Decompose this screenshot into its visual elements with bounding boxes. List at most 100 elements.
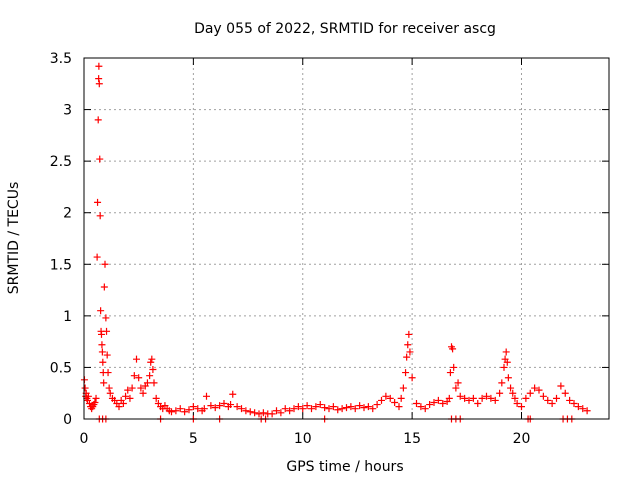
data-point xyxy=(343,404,350,412)
x-tick-label: 20 xyxy=(513,431,531,447)
data-point xyxy=(461,394,469,402)
data-point xyxy=(574,403,582,411)
plot-frame xyxy=(83,57,610,420)
data-point xyxy=(403,353,411,361)
data-point xyxy=(522,394,530,402)
data-point xyxy=(194,405,202,413)
data-point xyxy=(259,409,267,417)
x-tick-label: 5 xyxy=(189,431,198,447)
y-tick-label: 1 xyxy=(63,309,72,325)
data-point xyxy=(97,307,105,315)
data-point xyxy=(94,116,102,124)
data-point xyxy=(504,374,512,382)
data-point xyxy=(181,408,189,416)
data-point xyxy=(456,392,464,400)
data-point xyxy=(115,403,123,411)
data-point xyxy=(491,396,499,404)
data-point xyxy=(402,369,410,377)
data-point xyxy=(133,355,140,363)
data-point xyxy=(406,348,414,356)
data-point xyxy=(126,394,134,402)
data-point xyxy=(104,369,112,377)
data-point xyxy=(450,363,458,371)
data-point xyxy=(364,403,372,411)
data-point xyxy=(325,405,333,413)
data-point xyxy=(185,406,193,414)
data-point xyxy=(119,400,127,408)
data-point xyxy=(100,283,108,291)
data-point xyxy=(579,405,587,413)
data-point xyxy=(294,403,302,411)
data-point xyxy=(242,407,250,415)
data-point xyxy=(452,384,460,392)
data-point xyxy=(321,404,329,412)
data-point xyxy=(98,348,106,356)
data-point xyxy=(189,403,197,411)
data-point xyxy=(268,410,276,418)
data-point xyxy=(526,389,534,397)
data-point xyxy=(84,392,92,400)
data-point xyxy=(539,392,547,400)
data-point xyxy=(96,155,104,163)
data-point xyxy=(176,405,184,413)
data-point xyxy=(200,405,208,413)
data-point xyxy=(220,400,228,408)
data-point xyxy=(474,400,482,408)
data-point xyxy=(518,403,525,411)
x-tick-label: 0 xyxy=(80,431,89,447)
y-tick-label: 0.5 xyxy=(50,360,72,376)
data-point xyxy=(509,389,517,397)
data-point xyxy=(207,402,215,410)
data-point xyxy=(290,405,298,413)
data-points xyxy=(80,62,591,423)
grid-lines xyxy=(84,58,609,419)
data-point xyxy=(101,260,109,268)
y-tick-label: 1.5 xyxy=(50,257,72,273)
y-tick-label: 2.5 xyxy=(50,154,72,170)
data-point xyxy=(286,407,294,415)
data-point xyxy=(105,384,113,392)
y-axis-label: SRMTID / TECUs xyxy=(6,182,22,295)
data-point xyxy=(557,382,565,390)
data-point xyxy=(399,384,407,392)
data-point xyxy=(203,392,210,400)
data-point xyxy=(96,212,104,220)
data-point xyxy=(95,62,103,70)
y-tick-label: 2 xyxy=(63,206,72,222)
data-point xyxy=(408,374,416,382)
data-point xyxy=(147,358,155,366)
data-point xyxy=(238,405,245,413)
data-point xyxy=(347,403,355,411)
data-point xyxy=(430,398,438,406)
data-point xyxy=(149,365,157,373)
data-point xyxy=(308,405,315,413)
data-point xyxy=(92,394,100,402)
data-point xyxy=(143,379,151,387)
data-point xyxy=(553,394,560,402)
data-point xyxy=(382,392,390,400)
data-point xyxy=(449,345,457,353)
data-point xyxy=(100,379,108,387)
data-point xyxy=(128,384,136,392)
data-point xyxy=(503,358,511,366)
data-point xyxy=(465,396,473,404)
data-point xyxy=(502,348,510,356)
data-point xyxy=(102,314,110,322)
data-point xyxy=(513,400,521,408)
data-point xyxy=(583,407,591,415)
data-point xyxy=(135,374,143,382)
data-point xyxy=(139,389,147,397)
data-point xyxy=(93,253,101,261)
x-axis-label: GPS time / hours xyxy=(286,459,403,475)
data-point xyxy=(95,75,103,83)
data-point xyxy=(544,396,552,404)
data-point xyxy=(531,384,539,392)
data-point xyxy=(334,406,342,414)
data-point xyxy=(98,330,105,338)
data-point xyxy=(152,394,160,402)
data-point xyxy=(316,401,324,409)
data-point xyxy=(351,405,359,413)
data-point xyxy=(478,394,486,402)
data-point xyxy=(496,389,504,397)
